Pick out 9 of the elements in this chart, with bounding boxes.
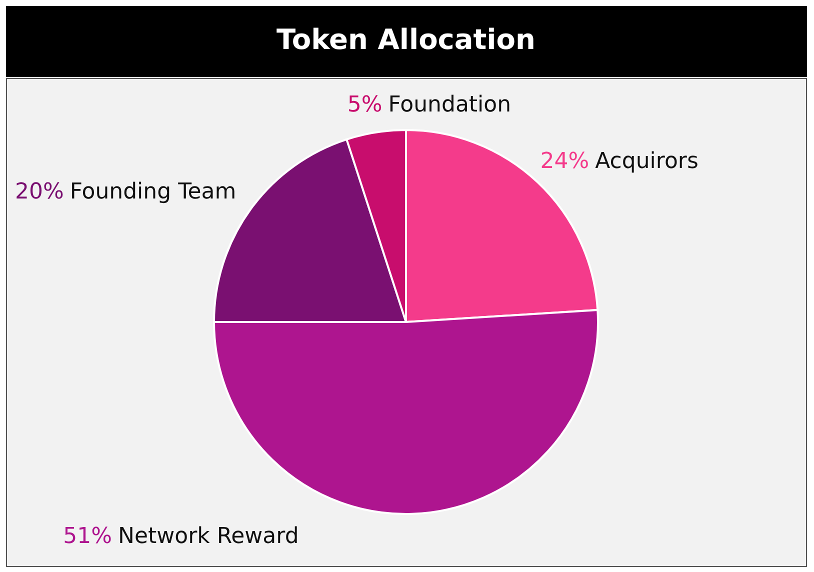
data-label: 24% (540, 148, 590, 174)
slice-label: Foundation (388, 92, 512, 118)
data-label: 51% (63, 524, 112, 549)
data-label: 20% (14, 179, 64, 204)
slice-label: Network Reward (118, 524, 299, 549)
data-label: 5% (347, 92, 382, 118)
slice-label: Founding Team (70, 179, 236, 204)
chart-title: Token Allocation (276, 23, 536, 56)
slice-label: Acquirors (595, 148, 698, 174)
